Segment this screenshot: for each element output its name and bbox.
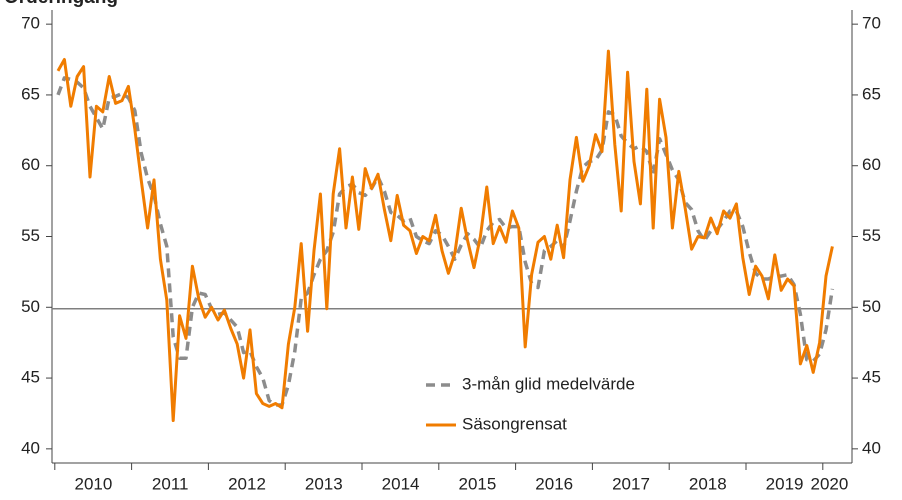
x-tick-label: 2017 — [612, 474, 650, 493]
y-tick-label: 65 — [21, 84, 40, 103]
series-line — [56, 49, 834, 422]
y-tick-label: 70 — [21, 14, 40, 33]
x-tick-label: 2011 — [152, 474, 189, 493]
y2-tick-label: 40 — [862, 438, 881, 457]
series-line — [56, 76, 835, 407]
x-tick-label: 2018 — [689, 474, 727, 493]
y-tick-label: 50 — [21, 297, 40, 316]
x-tick-label: 2013 — [305, 474, 343, 493]
x-tick-label: 2019 — [766, 474, 804, 493]
y2-tick-label: 50 — [862, 297, 881, 316]
y2-tick-label: 70 — [862, 14, 881, 33]
x-tick-label: 2014 — [382, 474, 420, 493]
y-tick-label: 40 — [21, 438, 40, 457]
legend-bg — [420, 371, 700, 399]
y-tick-label: 60 — [21, 155, 40, 174]
y2-tick-label: 60 — [862, 155, 881, 174]
legend-label: 3-mån glid medelvärde — [462, 374, 635, 393]
x-tick-label: 2010 — [74, 474, 112, 493]
x-tick-label: 2020 — [810, 474, 848, 493]
y2-tick-label: 65 — [862, 84, 881, 103]
x-tick-label: 2015 — [458, 474, 496, 493]
legend-bg — [420, 411, 700, 439]
y2-tick-label: 55 — [862, 226, 881, 245]
legend-label: Säsongrensat — [462, 414, 567, 433]
chart-title: Orderingång — [4, 0, 118, 8]
y-tick-label: 45 — [21, 368, 40, 387]
y2-tick-label: 45 — [862, 368, 881, 387]
x-tick-label: 2012 — [228, 474, 266, 493]
x-tick-label: 2016 — [535, 474, 573, 493]
y-tick-label: 55 — [21, 226, 40, 245]
